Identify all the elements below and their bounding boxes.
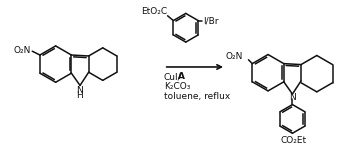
Text: CuI/: CuI/ (164, 72, 181, 81)
Text: N: N (289, 93, 296, 102)
Text: EtO₂C: EtO₂C (141, 7, 167, 16)
Text: K₂CO₃: K₂CO₃ (164, 82, 190, 91)
Text: A: A (178, 72, 184, 81)
Text: H: H (76, 90, 82, 99)
Text: toluene, reflux: toluene, reflux (164, 92, 230, 101)
Text: N: N (76, 86, 82, 95)
Text: O₂N: O₂N (13, 46, 30, 55)
Text: CO₂Et: CO₂Et (280, 136, 306, 145)
Text: O₂N: O₂N (226, 52, 243, 61)
Text: I/Br: I/Br (203, 16, 218, 25)
